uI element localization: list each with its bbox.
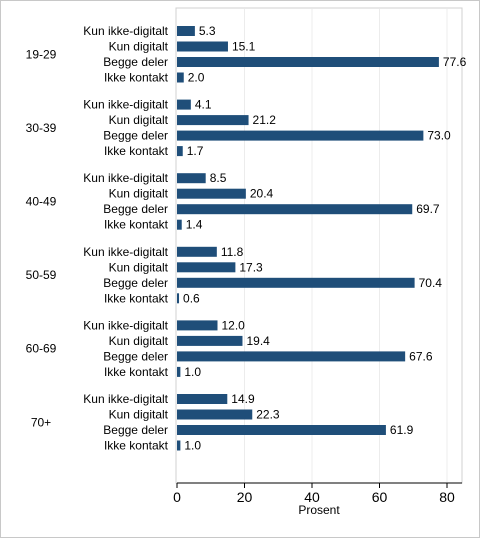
bar-70+-0 — [177, 394, 228, 404]
value-label: 0.6 — [183, 291, 200, 305]
bar-50-59-0 — [177, 246, 217, 257]
bar-60-69-1 — [177, 335, 243, 346]
bar-30-39-3 — [177, 146, 183, 157]
category-label: Begge deler — [103, 55, 168, 69]
category-label: Ikke kontakt — [104, 71, 169, 85]
x-tick-label: 0 — [173, 489, 181, 505]
value-label: 21.2 — [253, 113, 277, 127]
category-label: Ikke kontakt — [104, 144, 169, 158]
category-label: Begge deler — [103, 129, 168, 143]
category-label: Ikke kontakt — [104, 291, 169, 305]
value-label: 67.6 — [409, 349, 433, 363]
value-label: 61.9 — [390, 423, 414, 437]
x-tick-label: 60 — [372, 489, 388, 505]
category-label: Kun digitalt — [109, 187, 169, 201]
category-label: Kun digitalt — [109, 113, 169, 127]
bar-19-29-2 — [177, 57, 439, 67]
category-label: Ikke kontakt — [104, 439, 169, 453]
value-label: 19.4 — [246, 334, 270, 348]
bar-30-39-2 — [177, 130, 424, 141]
bar-50-59-1 — [177, 262, 236, 273]
bar-40-49-3 — [177, 219, 182, 230]
bar-19-29-1 — [177, 41, 228, 52]
value-label: 1.7 — [187, 144, 204, 158]
category-label: Begge deler — [103, 202, 168, 216]
bar-50-59-3 — [177, 293, 180, 304]
age-group-label: 60-69 — [26, 342, 57, 356]
category-label: Begge deler — [103, 349, 168, 363]
bar-60-69-2 — [177, 351, 406, 362]
value-label: 69.7 — [416, 202, 440, 216]
value-label: 70.4 — [419, 276, 443, 290]
category-label: Kun ikke-digitalt — [83, 24, 168, 38]
category-label: Kun ikke-digitalt — [83, 245, 168, 259]
value-label: 73.0 — [427, 129, 451, 143]
bar-30-39-0 — [177, 99, 191, 110]
bar-60-69-3 — [177, 366, 181, 377]
category-label: Ikke kontakt — [104, 218, 169, 232]
value-label: 22.3 — [256, 408, 280, 422]
value-label: 77.6 — [443, 55, 467, 69]
age-group-label: 70+ — [31, 415, 51, 429]
bar-70+-2 — [177, 425, 386, 435]
bar-40-49-0 — [177, 173, 206, 184]
value-label: 2.0 — [188, 71, 205, 85]
value-label: 14.9 — [231, 392, 255, 406]
category-label: Kun digitalt — [109, 260, 169, 274]
x-axis-title: Prosent — [298, 503, 340, 517]
value-label: 5.3 — [199, 24, 216, 38]
value-label: 20.4 — [250, 187, 274, 201]
age-group-label: 19-29 — [26, 47, 57, 61]
bar-40-49-2 — [177, 204, 413, 215]
value-label: 12.0 — [222, 318, 246, 332]
x-axis: 0 20 40 60 80 — [173, 482, 462, 505]
x-tick-label: 20 — [237, 489, 253, 505]
age-group-label: 30-39 — [26, 121, 57, 135]
category-label: Kun ikke-digitalt — [83, 171, 168, 185]
gridlines — [244, 9, 448, 482]
bar-70+-1 — [177, 409, 253, 420]
category-label: Kun digitalt — [109, 408, 169, 422]
value-label: 11.8 — [221, 245, 244, 259]
bar-40-49-1 — [177, 188, 246, 199]
category-label: Ikke kontakt — [104, 365, 169, 379]
category-label: Kun digitalt — [109, 334, 169, 348]
value-label: 1.0 — [184, 365, 201, 379]
category-label: Kun ikke-digitalt — [83, 318, 168, 332]
value-label: 17.3 — [239, 260, 263, 274]
category-label: Kun digitalt — [109, 40, 169, 54]
bar-19-29-0 — [177, 26, 195, 36]
bar-19-29-3 — [177, 72, 184, 83]
category-label: Kun ikke-digitalt — [83, 392, 168, 406]
category-label: Kun ikke-digitalt — [83, 98, 168, 112]
value-label: 15.1 — [232, 40, 256, 54]
bar-30-39-1 — [177, 115, 249, 126]
age-group-label: 40-49 — [26, 194, 57, 208]
value-label: 1.0 — [184, 439, 201, 453]
x-tick-label: 40 — [304, 489, 320, 505]
bar-70+-3 — [177, 440, 181, 451]
value-label: 8.5 — [210, 171, 227, 185]
category-label: Begge deler — [103, 276, 168, 290]
bar-60-69-0 — [177, 320, 218, 331]
labels-layer: Kun ikke-digitalt 5.3 Kun digitalt 15.1 Begg… — [26, 24, 467, 453]
value-label: 1.4 — [186, 218, 203, 232]
value-label: 4.1 — [195, 98, 212, 112]
category-label: Begge deler — [103, 423, 168, 437]
bars-layer — [177, 26, 439, 451]
x-tick-label: 80 — [439, 489, 455, 505]
bar-50-59-2 — [177, 277, 415, 288]
age-group-label: 50-59 — [26, 268, 57, 282]
